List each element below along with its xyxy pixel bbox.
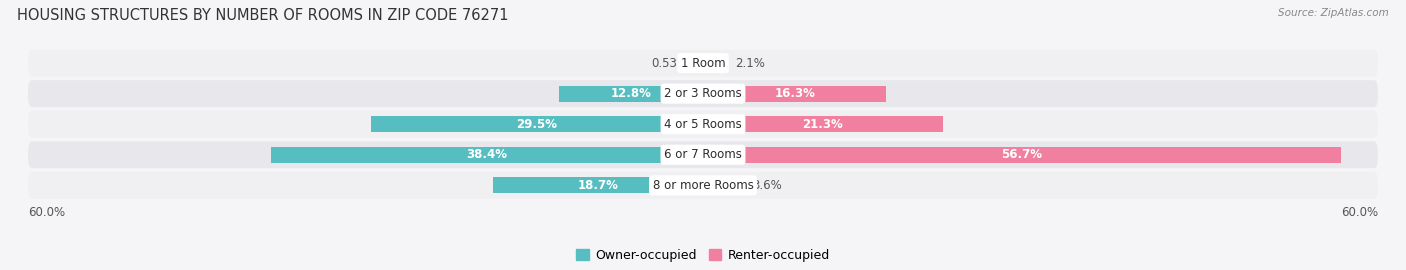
Text: 21.3%: 21.3% [803, 118, 844, 131]
Text: 2.1%: 2.1% [735, 57, 765, 70]
Text: 60.0%: 60.0% [28, 206, 65, 219]
Text: 38.4%: 38.4% [467, 148, 508, 161]
Text: 60.0%: 60.0% [1341, 206, 1378, 219]
Text: 4 or 5 Rooms: 4 or 5 Rooms [664, 118, 742, 131]
Text: 1 Room: 1 Room [681, 57, 725, 70]
Text: 29.5%: 29.5% [516, 118, 558, 131]
Bar [703, 147, 1341, 163]
Bar [371, 116, 703, 132]
Bar [703, 55, 727, 71]
Bar [492, 177, 703, 193]
FancyBboxPatch shape [28, 50, 1378, 76]
FancyBboxPatch shape [28, 80, 1378, 107]
Text: 6 or 7 Rooms: 6 or 7 Rooms [664, 148, 742, 161]
Text: 16.3%: 16.3% [775, 87, 815, 100]
Text: 56.7%: 56.7% [1001, 148, 1042, 161]
FancyBboxPatch shape [28, 172, 1378, 199]
Text: 0.53%: 0.53% [651, 57, 688, 70]
Text: HOUSING STRUCTURES BY NUMBER OF ROOMS IN ZIP CODE 76271: HOUSING STRUCTURES BY NUMBER OF ROOMS IN… [17, 8, 509, 23]
Text: 2 or 3 Rooms: 2 or 3 Rooms [664, 87, 742, 100]
Bar [560, 86, 703, 102]
FancyBboxPatch shape [28, 141, 1378, 168]
FancyBboxPatch shape [28, 111, 1378, 138]
Bar [703, 177, 744, 193]
Bar [697, 55, 703, 71]
Bar [703, 86, 886, 102]
Text: Source: ZipAtlas.com: Source: ZipAtlas.com [1278, 8, 1389, 18]
Text: 3.6%: 3.6% [752, 179, 782, 192]
Text: 12.8%: 12.8% [610, 87, 651, 100]
Bar [271, 147, 703, 163]
Bar [703, 116, 942, 132]
Text: 18.7%: 18.7% [578, 179, 619, 192]
Text: 8 or more Rooms: 8 or more Rooms [652, 179, 754, 192]
Legend: Owner-occupied, Renter-occupied: Owner-occupied, Renter-occupied [571, 244, 835, 267]
